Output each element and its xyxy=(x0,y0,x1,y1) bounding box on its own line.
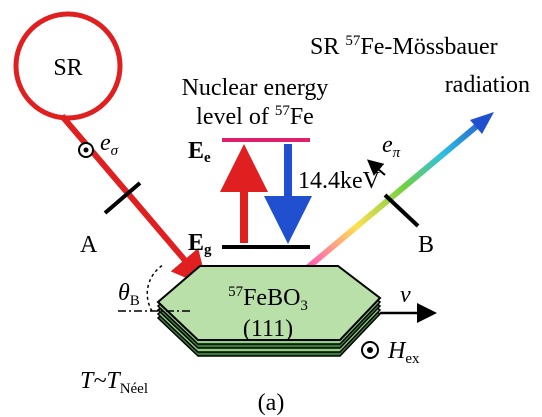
velocity-label: v xyxy=(400,282,411,308)
excited-label: Ee xyxy=(188,138,211,166)
pol-dot-center xyxy=(84,148,89,153)
text-part: 3 xyxy=(300,298,308,314)
crystal xyxy=(158,266,380,356)
text-part: level of xyxy=(196,104,275,130)
angle-label: θB xyxy=(118,280,140,309)
text-part: π xyxy=(393,145,401,161)
text-part: B xyxy=(130,293,140,309)
output-title: radiation xyxy=(445,72,530,98)
text-part: Néel xyxy=(120,381,148,397)
text-part: σ xyxy=(111,143,119,159)
text-part: θ xyxy=(118,280,130,306)
incident-polarization: eσ xyxy=(100,130,119,159)
slit-b xyxy=(385,195,418,226)
slit-a-label: A xyxy=(80,232,98,258)
outgoing-polarization: eπ xyxy=(382,132,401,161)
text-part: H xyxy=(387,338,407,364)
text-part: 57 xyxy=(345,33,361,49)
caption: (a) xyxy=(258,390,285,416)
text-part: g xyxy=(204,242,212,258)
ground-label: Eg xyxy=(188,230,212,258)
slit-b-label: B xyxy=(418,232,434,258)
text-part: e xyxy=(100,130,111,156)
text-part: T~T xyxy=(80,368,121,394)
temperature-label: T~TNéel xyxy=(80,368,148,397)
text-part: e xyxy=(382,132,393,158)
source-label: SR xyxy=(53,55,82,81)
levels-title: Nuclear energy xyxy=(182,75,329,101)
field-label: Hex xyxy=(387,338,420,367)
diagram: SR eσ A Nuclear energy level of 57Fe Ee … xyxy=(0,0,542,417)
text-part: 57 xyxy=(228,284,244,300)
text-part: E xyxy=(188,230,204,256)
text-part: Fe xyxy=(290,104,314,130)
text-part: 57 xyxy=(275,103,291,119)
levels-title: level of 57Fe xyxy=(196,103,314,130)
text-part: E xyxy=(188,138,204,164)
text-part: Fe-Mössbauer xyxy=(360,34,497,60)
text-part: e xyxy=(204,150,211,166)
energy-label: 14.4keV xyxy=(298,168,381,194)
text-part: FeBO xyxy=(243,285,300,311)
crystal-plane: (111) xyxy=(243,316,293,342)
text-part: ex xyxy=(405,351,420,367)
field-symbol-center xyxy=(367,347,373,353)
text-part: SR xyxy=(310,34,345,60)
output-title: SR 57Fe-Mössbauer xyxy=(310,33,498,60)
